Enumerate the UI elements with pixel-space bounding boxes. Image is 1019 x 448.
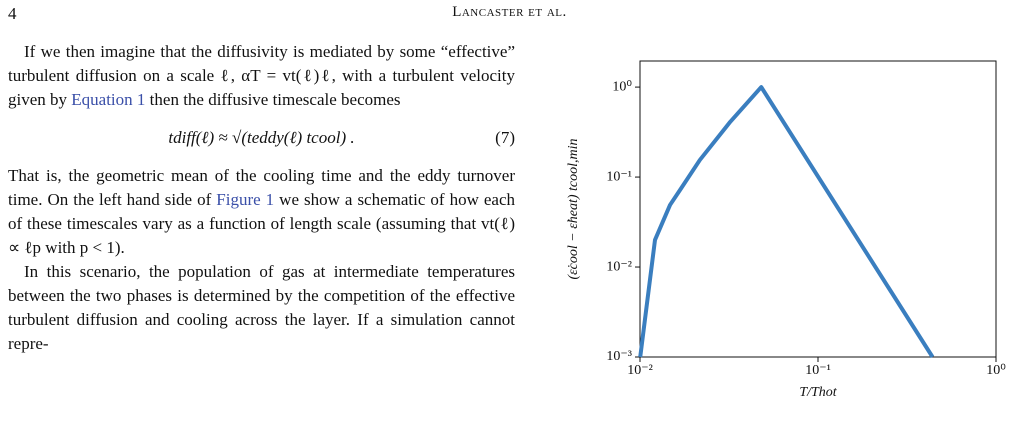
running-head: Lancaster et al. (452, 4, 567, 20)
plot-frame (639, 60, 997, 358)
y-tick-label: 10⁻³ (606, 349, 632, 364)
x-tick-label: 10⁰ (986, 363, 1006, 378)
y-axis-label: (ε̇cool − ε̇heat) tcool,min (566, 138, 581, 279)
text: If we then imagine that the diffusivity … (8, 42, 515, 109)
data-line (638, 85, 935, 359)
equation: tdiff(ℓ) ≈ √(teddy(ℓ) tcool) . (7) (8, 112, 515, 164)
y-tick-label: 10⁻¹ (606, 169, 632, 184)
link[interactable]: Figure 1 (216, 190, 275, 209)
x-axis-label: T/Thot (799, 385, 837, 400)
equation-number: (7) (495, 128, 515, 147)
x-tick-label: 10⁻² (627, 363, 653, 378)
link[interactable]: Equation 1 (71, 90, 146, 109)
y-tick-label: 10⁰ (612, 79, 632, 94)
page-number: 4 (8, 4, 17, 23)
text-column: If we then imagine that the diffusivity … (8, 40, 515, 356)
paragraph: If we then imagine that the diffusivity … (8, 40, 515, 112)
paragraph: That is, the geometric mean of the cooli… (8, 164, 515, 260)
text: we show a schematic of how each of these… (8, 190, 515, 257)
paragraph: In this scenario, the population of gas … (8, 262, 515, 353)
equation-body: tdiff(ℓ) ≈ √(teddy(ℓ) tcool) . (168, 128, 355, 147)
x-tick-label: 10⁻¹ (805, 363, 831, 378)
text: then the diffusive timescale becomes (145, 90, 401, 109)
y-tick-label: 10⁻² (606, 259, 632, 274)
text: That is, the geometric mean of the cooli… (8, 166, 515, 209)
